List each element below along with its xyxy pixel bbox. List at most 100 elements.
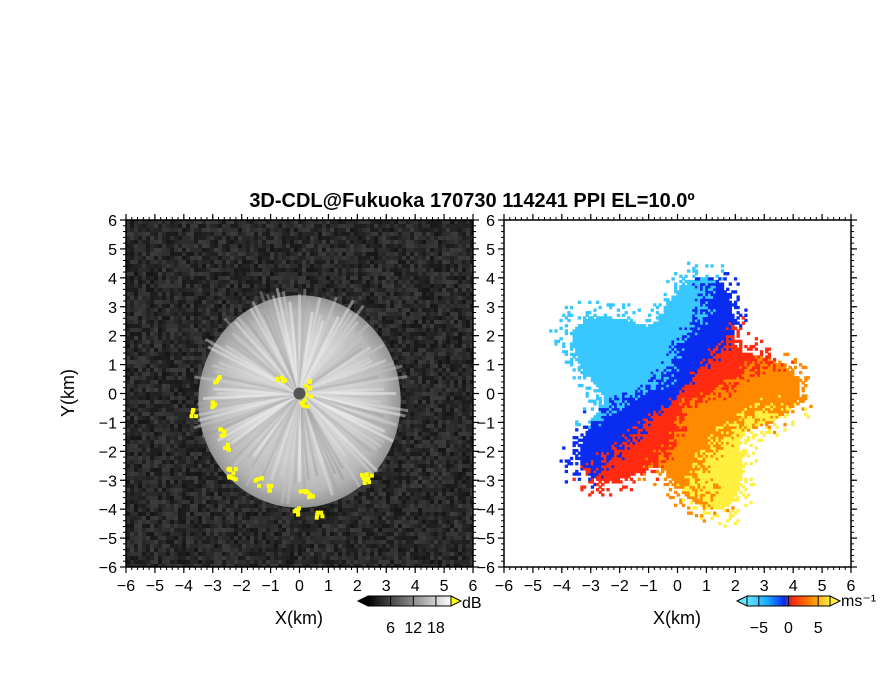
noise-pixel: [162, 340, 166, 344]
noise-pixel: [218, 256, 222, 260]
noise-pixel: [226, 236, 230, 240]
noise-pixel: [278, 232, 282, 236]
noise-pixel: [426, 284, 430, 288]
noise-pixel: [390, 300, 394, 304]
noise-pixel: [406, 356, 410, 360]
noise-pixel: [202, 440, 206, 444]
noise-pixel: [314, 252, 318, 256]
noise-pixel: [130, 312, 134, 316]
noise-pixel: [242, 264, 246, 268]
noise-pixel: [170, 252, 174, 256]
noise-pixel: [290, 224, 294, 228]
noise-pixel: [138, 368, 142, 372]
noise-pixel: [158, 388, 162, 392]
noise-pixel: [262, 268, 266, 272]
noise-pixel: [466, 340, 470, 344]
noise-pixel: [166, 328, 170, 332]
noise-pixel: [318, 260, 322, 264]
noise-pixel: [358, 288, 362, 292]
noise-pixel: [130, 436, 134, 440]
noise-pixel: [186, 400, 190, 404]
noise-pixel: [414, 252, 418, 256]
noise-pixel: [438, 324, 442, 328]
noise-pixel: [266, 268, 270, 272]
noise-pixel: [330, 272, 334, 276]
noise-pixel: [238, 304, 242, 308]
noise-pixel: [134, 240, 138, 244]
noise-pixel: [190, 400, 194, 404]
noise-pixel: [226, 280, 230, 284]
noise-pixel: [150, 300, 154, 304]
noise-pixel: [314, 280, 318, 284]
noise-pixel: [346, 284, 350, 288]
noise-pixel: [394, 224, 398, 228]
noise-pixel: [410, 376, 414, 380]
noise-pixel: [398, 256, 402, 260]
noise-pixel: [458, 424, 462, 428]
noise-pixel: [186, 368, 190, 372]
noise-pixel: [346, 228, 350, 232]
noise-pixel: [182, 288, 186, 292]
noise-pixel: [234, 228, 238, 232]
noise-pixel: [422, 408, 426, 412]
noise-pixel: [306, 224, 310, 228]
noise-pixel: [470, 348, 473, 352]
noise-pixel: [142, 252, 146, 256]
noise-pixel: [422, 316, 426, 320]
noise-pixel: [210, 344, 214, 348]
noise-pixel: [202, 360, 206, 364]
noise-pixel: [398, 332, 402, 336]
noise-pixel: [138, 384, 142, 388]
noise-pixel: [418, 352, 422, 356]
noise-pixel: [310, 224, 314, 228]
noise-pixel: [170, 232, 174, 236]
noise-pixel: [330, 292, 334, 296]
noise-pixel: [442, 220, 446, 224]
noise-pixel: [158, 428, 162, 432]
noise-pixel: [394, 248, 398, 252]
noise-pixel: [450, 268, 454, 272]
noise-pixel: [170, 312, 174, 316]
noise-pixel: [198, 276, 202, 280]
noise-pixel: [318, 244, 322, 248]
noise-pixel: [150, 236, 154, 240]
noise-pixel: [218, 236, 222, 240]
noise-pixel: [418, 416, 422, 420]
noise-pixel: [178, 388, 182, 392]
noise-pixel: [358, 224, 362, 228]
noise-pixel: [470, 388, 473, 392]
noise-pixel: [390, 312, 394, 316]
noise-pixel: [378, 308, 382, 312]
noise-pixel: [314, 228, 318, 232]
noise-pixel: [166, 292, 170, 296]
noise-pixel: [134, 276, 138, 280]
noise-pixel: [422, 232, 426, 236]
noise-pixel: [198, 244, 202, 248]
noise-pixel: [162, 428, 166, 432]
noise-pixel: [282, 288, 286, 292]
noise-pixel: [158, 252, 162, 256]
noise-pixel: [150, 240, 154, 244]
noise-pixel: [186, 324, 190, 328]
noise-pixel: [130, 240, 134, 244]
noise-pixel: [158, 316, 162, 320]
noise-pixel: [194, 320, 198, 324]
noise-pixel: [170, 420, 174, 424]
noise-pixel: [254, 232, 258, 236]
noise-pixel: [462, 372, 466, 376]
noise-pixel: [446, 276, 450, 280]
noise-pixel: [306, 280, 310, 284]
noise-pixel: [142, 324, 146, 328]
noise-pixel: [318, 252, 322, 256]
noise-pixel: [450, 364, 454, 368]
noise-pixel: [458, 224, 462, 228]
noise-pixel: [398, 376, 402, 380]
noise-pixel: [238, 264, 242, 268]
noise-pixel: [394, 300, 398, 304]
noise-pixel: [466, 316, 470, 320]
noise-pixel: [150, 252, 154, 256]
noise-pixel: [442, 344, 446, 348]
noise-pixel: [182, 360, 186, 364]
noise-pixel: [138, 408, 142, 412]
noise-pixel: [406, 432, 410, 436]
